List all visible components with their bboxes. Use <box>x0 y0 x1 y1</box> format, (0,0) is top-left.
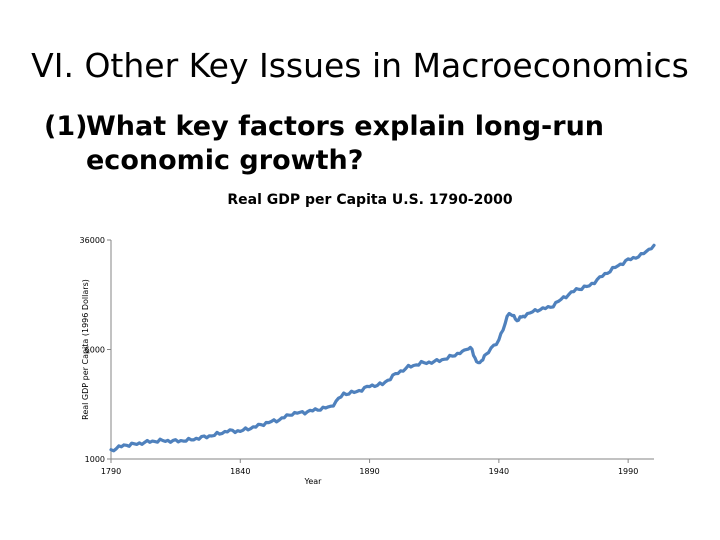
x-tick-label: 1940 <box>489 467 509 476</box>
y-tick-label: 6000 <box>85 346 105 355</box>
y-axis-label: Real GDP per Capita (1996 Dollars) <box>81 279 90 420</box>
x-tick-label: 1990 <box>618 467 638 476</box>
question-text: What key factors explain long-run econom… <box>86 111 605 176</box>
slide-title: VI. Other Key Issues in Macroeconomics <box>31 46 689 85</box>
chart-labels: 1000 6000 36000 1790 1840 1890 1940 1990 Year Rea… <box>80 236 639 486</box>
chart-plot <box>109 243 656 453</box>
chart-axes <box>107 239 654 463</box>
x-tick-label: 1890 <box>359 467 379 476</box>
x-axis-label: Year <box>304 477 323 486</box>
series-line-0 <box>109 243 656 453</box>
y-tick-label: 36000 <box>80 236 105 245</box>
question-number: (1) <box>44 111 88 142</box>
x-tick-label: 1790 <box>101 467 121 476</box>
x-tick-label: 1840 <box>230 467 250 476</box>
chart-title: Real GDP per Capita U.S. 1790-2000 <box>227 192 513 208</box>
y-tick-label: 1000 <box>85 455 105 464</box>
